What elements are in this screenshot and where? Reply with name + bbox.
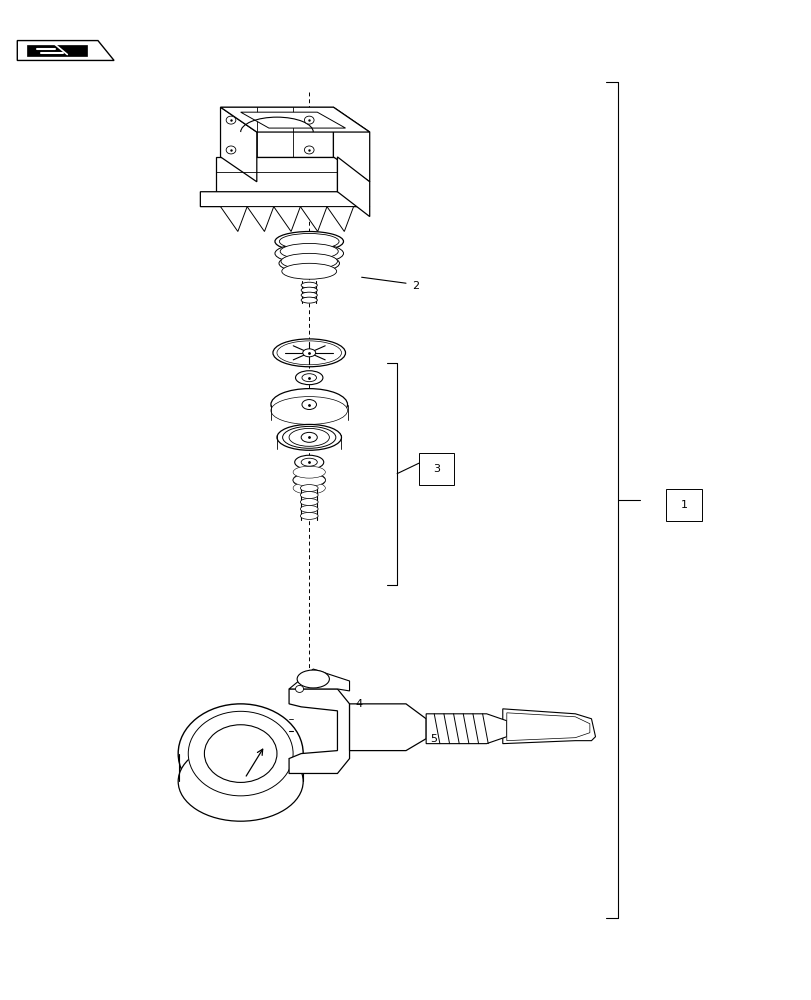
Polygon shape — [502, 709, 594, 744]
Ellipse shape — [289, 428, 329, 446]
Polygon shape — [289, 689, 349, 773]
Polygon shape — [221, 107, 333, 157]
Polygon shape — [426, 714, 506, 744]
Ellipse shape — [303, 349, 315, 357]
Ellipse shape — [294, 455, 324, 469]
Ellipse shape — [300, 505, 318, 512]
Ellipse shape — [300, 485, 318, 492]
Ellipse shape — [275, 243, 343, 263]
Ellipse shape — [301, 458, 317, 466]
Ellipse shape — [293, 473, 325, 487]
Ellipse shape — [282, 426, 336, 448]
Ellipse shape — [271, 389, 347, 420]
Ellipse shape — [297, 670, 329, 688]
Ellipse shape — [295, 371, 323, 385]
Ellipse shape — [300, 512, 318, 519]
Text: 4: 4 — [354, 699, 362, 709]
Ellipse shape — [293, 474, 325, 486]
Ellipse shape — [300, 499, 318, 505]
Ellipse shape — [204, 725, 277, 782]
Ellipse shape — [301, 292, 317, 298]
Ellipse shape — [301, 432, 317, 442]
Ellipse shape — [281, 253, 337, 269]
Ellipse shape — [301, 297, 317, 303]
Ellipse shape — [275, 232, 343, 251]
Polygon shape — [200, 192, 369, 207]
Ellipse shape — [277, 341, 341, 365]
Polygon shape — [247, 207, 273, 232]
FancyBboxPatch shape — [418, 453, 454, 485]
Polygon shape — [333, 107, 369, 182]
Ellipse shape — [302, 400, 316, 410]
Ellipse shape — [300, 492, 318, 499]
Ellipse shape — [277, 424, 341, 450]
Ellipse shape — [272, 339, 345, 367]
Polygon shape — [337, 157, 369, 217]
Ellipse shape — [279, 233, 339, 249]
Polygon shape — [240, 112, 345, 128]
Ellipse shape — [226, 116, 235, 124]
Text: 1: 1 — [680, 500, 687, 510]
Ellipse shape — [304, 116, 314, 124]
Polygon shape — [221, 107, 256, 182]
Polygon shape — [221, 207, 247, 232]
Ellipse shape — [293, 466, 325, 478]
Text: 5: 5 — [430, 734, 436, 744]
Ellipse shape — [301, 282, 317, 288]
Ellipse shape — [178, 742, 303, 821]
Ellipse shape — [279, 254, 339, 272]
Ellipse shape — [271, 397, 347, 424]
Ellipse shape — [188, 711, 293, 796]
Ellipse shape — [293, 482, 325, 494]
Polygon shape — [217, 157, 337, 192]
Polygon shape — [506, 713, 589, 741]
Ellipse shape — [302, 374, 316, 382]
Ellipse shape — [295, 685, 303, 692]
Ellipse shape — [226, 146, 235, 154]
Ellipse shape — [280, 243, 338, 259]
FancyBboxPatch shape — [666, 489, 701, 521]
Text: 3: 3 — [432, 464, 440, 474]
Ellipse shape — [304, 146, 314, 154]
Text: 2: 2 — [412, 281, 419, 291]
Polygon shape — [327, 207, 353, 232]
Ellipse shape — [281, 263, 337, 279]
Polygon shape — [349, 704, 426, 751]
Polygon shape — [273, 207, 300, 232]
Polygon shape — [17, 41, 114, 60]
Ellipse shape — [178, 704, 303, 803]
Polygon shape — [300, 207, 327, 232]
Polygon shape — [221, 107, 369, 132]
Ellipse shape — [301, 287, 317, 293]
Polygon shape — [27, 45, 88, 56]
Polygon shape — [289, 669, 349, 691]
